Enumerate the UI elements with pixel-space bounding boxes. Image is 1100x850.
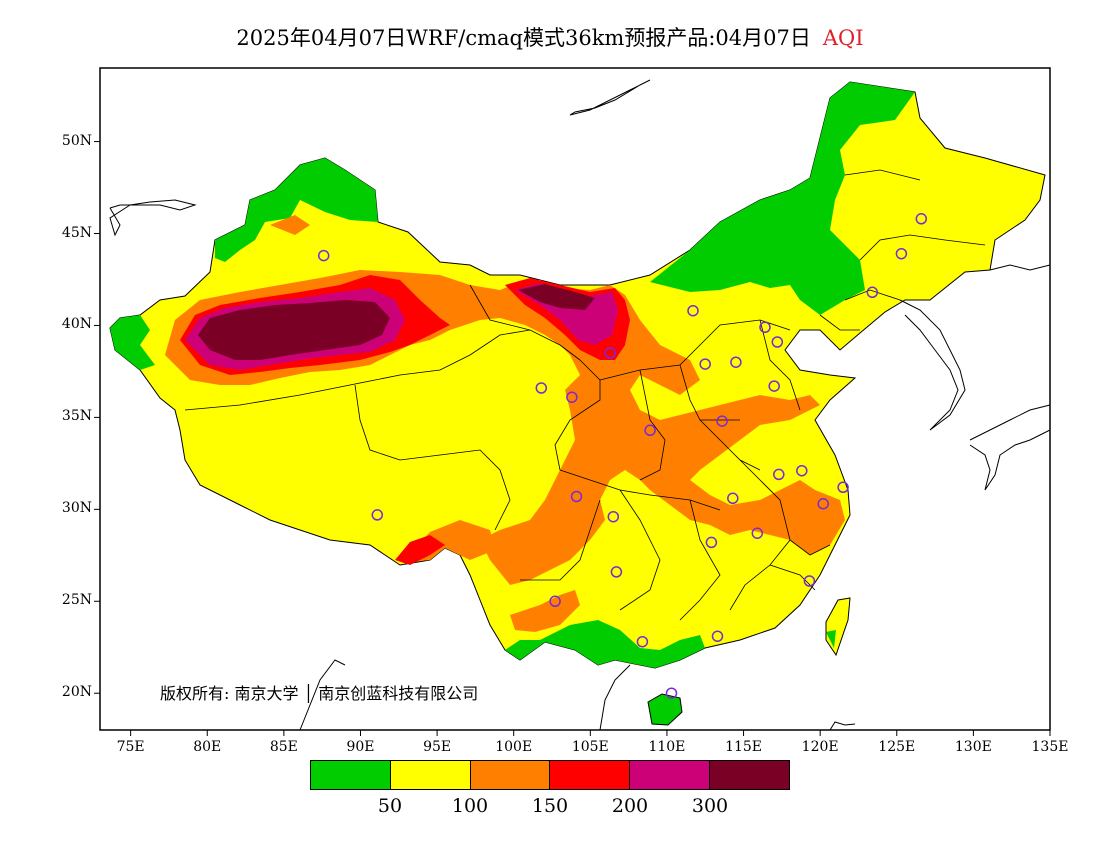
lon-tick-label: 105E <box>571 739 609 755</box>
station-marker <box>895 247 908 260</box>
copyright-notice: 版权所有: 南京大学 │ 南京创蓝科技有限公司 <box>160 684 479 703</box>
station-marker <box>730 356 742 368</box>
lon-tick-label: 125E <box>878 739 916 755</box>
station-marker <box>566 391 578 403</box>
station-marker <box>837 481 849 494</box>
station-marker <box>727 492 739 505</box>
province-boundaries <box>184 169 986 621</box>
station-marker <box>796 464 808 477</box>
station-marker <box>699 358 711 370</box>
lon-tick-label: 80E <box>193 739 222 755</box>
legend-label-50: 50 <box>377 795 403 817</box>
station-marker <box>915 213 928 225</box>
lon-tick-label: 100E <box>495 739 533 755</box>
legend-swatch-unhealthy <box>550 761 631 789</box>
lon-tick-label: 120E <box>801 739 839 755</box>
legend-swatch-sensitive <box>470 761 551 789</box>
legend-label-150: 150 <box>531 795 569 817</box>
monitoring-stations <box>317 213 928 699</box>
legend-label-300: 300 <box>691 795 729 817</box>
station-marker <box>817 498 829 510</box>
good-regions <box>110 82 915 668</box>
legend-label-200: 200 <box>611 795 649 817</box>
lat-tick-label: 30N <box>61 500 92 517</box>
legend-swatch-hazardous <box>710 761 789 789</box>
station-marker <box>751 527 764 539</box>
hainan-island <box>647 693 683 726</box>
map-title: 2025年04月07日WRF/cmaq模式36km预报产品:04月07日 AQI <box>0 22 1100 52</box>
station-marker <box>549 595 561 608</box>
legend-swatch-moderate <box>390 761 471 789</box>
station-marker <box>687 304 699 317</box>
station-marker <box>570 490 583 503</box>
lat-tick-label: 20N <box>61 684 92 701</box>
station-marker <box>711 630 724 642</box>
station-marker <box>759 321 771 334</box>
station-marker <box>535 382 548 394</box>
lon-tick-label: 130E <box>954 739 992 755</box>
lon-tick-label: 90E <box>346 739 375 755</box>
axis-ticks <box>94 141 1051 736</box>
legend-swatch-good <box>311 761 391 789</box>
lon-tick-label: 110E <box>648 739 686 755</box>
aqi-legend <box>310 760 790 790</box>
hazardous-regions <box>198 284 595 360</box>
lat-tick-label: 25N <box>61 592 92 609</box>
lat-tick-label: 40N <box>61 316 92 333</box>
station-marker <box>371 509 384 521</box>
station-marker <box>636 635 649 648</box>
station-marker <box>771 336 784 348</box>
station-marker <box>317 249 330 262</box>
station-marker <box>644 424 656 437</box>
station-marker <box>866 286 879 299</box>
legend-swatch-very-unhealthy <box>630 761 711 789</box>
lon-tick-label: 75E <box>116 739 145 755</box>
station-marker <box>768 380 780 392</box>
title-text: 2025年04月07日WRF/cmaq模式36km预报产品:04月07日 <box>236 26 811 50</box>
lat-tick-label: 35N <box>61 408 92 425</box>
lat-tick-label: 45N <box>61 224 92 241</box>
station-marker <box>803 575 816 587</box>
station-marker <box>607 510 620 523</box>
station-marker <box>716 415 728 427</box>
lon-tick-label: 115E <box>725 739 763 755</box>
legend-label-100: 100 <box>451 795 489 817</box>
station-marker <box>665 687 678 699</box>
station-marker <box>610 566 623 578</box>
coastlines <box>109 79 1051 731</box>
taiwan-good-area <box>826 630 836 648</box>
title-variable: AQI <box>822 26 864 50</box>
lon-tick-label: 135E <box>1031 739 1069 755</box>
lon-tick-label: 95E <box>423 739 452 755</box>
station-marker <box>773 468 785 481</box>
lon-tick-label: 85E <box>269 739 298 755</box>
station-marker <box>604 347 616 359</box>
plot-frame <box>99 67 1051 731</box>
lat-tick-label: 50N <box>61 132 92 149</box>
station-marker <box>705 536 718 549</box>
